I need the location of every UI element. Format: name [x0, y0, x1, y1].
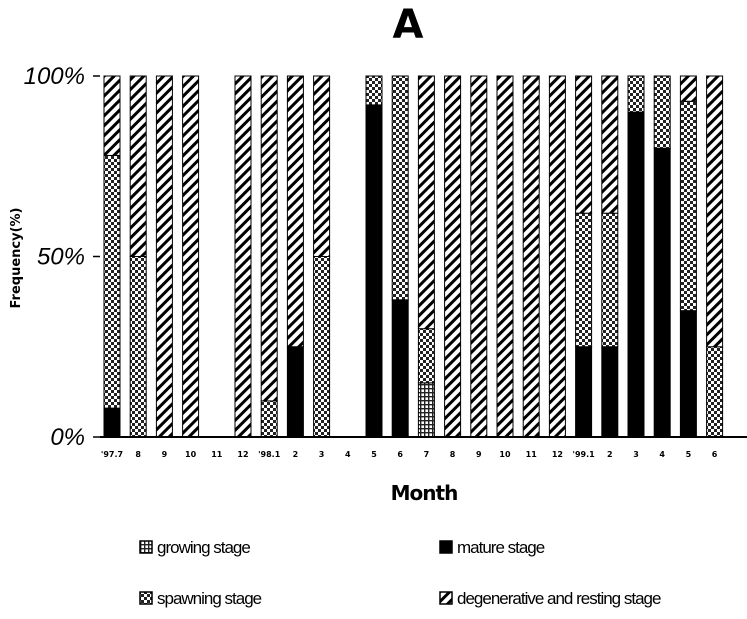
bar-segment-degenerative-and-resting-stage	[496, 75, 514, 438]
x-tick-label: 9	[476, 450, 482, 459]
x-tick-label: 6	[712, 450, 718, 459]
bar-segment-degenerative-and-resting-stage	[601, 75, 619, 214]
bars	[103, 75, 724, 438]
x-tick-labels: '97.7 8 9 10 11 12 '98.1 2 3 4 5 6 7 8 9 10 11 12 '99.1 2 3 4…	[101, 450, 718, 459]
y-ticks: 0% 50% 100%	[24, 63, 100, 451]
x-tick-label: 9	[162, 450, 168, 459]
x-tick-label: 2	[293, 450, 299, 459]
y-tick-label: 0%	[50, 424, 85, 451]
bar-segment-degenerative-and-resting-stage	[548, 75, 566, 438]
bar-segment-degenerative-and-resting-stage	[313, 75, 331, 257]
bar-segment-degenerative-and-resting-stage	[575, 75, 593, 214]
x-tick-label: 6	[397, 450, 403, 459]
bar-segment-spawning-stage	[313, 256, 331, 438]
x-tick-label: '97.7	[101, 450, 123, 459]
bar-segment-degenerative-and-resting-stage	[286, 75, 304, 348]
bar-segment-spawning-stage	[575, 212, 593, 348]
legend-swatch-mature-stage	[439, 540, 453, 554]
bar-segment-degenerative-and-resting-stage	[706, 75, 724, 348]
bar-segment-spawning-stage	[129, 256, 147, 438]
bar-segment-degenerative-and-resting-stage	[444, 75, 462, 438]
bar-segment-mature-stage	[679, 310, 697, 438]
bar-segment-spawning-stage	[391, 75, 409, 301]
bar-segment-growing-stage	[417, 382, 435, 438]
bar-segment-mature-stage	[391, 299, 409, 438]
x-tick-label: 2	[607, 450, 613, 459]
x-axis-label: Month	[391, 481, 458, 505]
legend-label-mature-stage: mature stage	[457, 538, 545, 557]
x-tick-label: '99.1	[573, 450, 596, 459]
legend-label-degenerative-and-resting-stage: degenerative and resting stage	[457, 589, 661, 608]
x-tick-label: 3	[319, 450, 325, 459]
x-tick-label: 5	[371, 450, 377, 459]
bar-segment-mature-stage	[653, 147, 671, 438]
x-tick-label: 10	[185, 450, 197, 459]
bar-segment-mature-stage	[103, 407, 121, 438]
legend-swatch-spawning-stage	[139, 591, 153, 605]
bar-segment-spawning-stage	[679, 100, 697, 312]
bar-segment-mature-stage	[575, 346, 593, 438]
bar-segment-spawning-stage	[103, 154, 121, 409]
bar-segment-degenerative-and-resting-stage	[182, 75, 200, 438]
legend-swatch-degenerative-and-resting-stage	[439, 591, 453, 605]
bar-segment-degenerative-and-resting-stage	[679, 75, 697, 102]
y-axis-label: Frequency(%)	[9, 208, 24, 309]
legend: growing stage mature stage spawning stage d…	[139, 538, 662, 608]
x-tick-label: 7	[424, 450, 430, 459]
legend-label-spawning-stage: spawning stage	[157, 589, 262, 608]
legend-label-growing-stage: growing stage	[157, 538, 250, 557]
bar-segment-spawning-stage	[365, 75, 383, 106]
x-tick-label: 11	[526, 450, 538, 459]
bar-segment-mature-stage	[601, 346, 619, 438]
bar-segment-spawning-stage	[653, 75, 671, 149]
bar-segment-degenerative-and-resting-stage	[522, 75, 540, 438]
y-tick-label: 50%	[37, 244, 85, 271]
x-tick-label: 8	[135, 450, 141, 459]
y-tick-label: 100%	[24, 63, 85, 90]
x-tick-label: '98.1	[258, 450, 281, 459]
legend-swatch-growing-stage	[139, 540, 153, 554]
bar-segment-degenerative-and-resting-stage	[103, 75, 121, 156]
bar-segment-spawning-stage	[627, 75, 645, 113]
bar-segment-spawning-stage	[260, 400, 278, 438]
chart-title: A	[393, 2, 424, 48]
bar-segment-degenerative-and-resting-stage	[470, 75, 488, 438]
bar-segment-spawning-stage	[706, 346, 724, 438]
x-tick-label: 10	[499, 450, 511, 459]
bar-segment-degenerative-and-resting-stage	[417, 75, 435, 330]
bar-segment-spawning-stage	[601, 212, 619, 348]
x-tick-label: 11	[211, 450, 223, 459]
bar-segment-mature-stage	[365, 104, 383, 438]
bar-segment-mature-stage	[286, 346, 304, 438]
x-tick-label: 4	[659, 450, 665, 459]
x-tick-label: 12	[237, 450, 248, 459]
bar-segment-degenerative-and-resting-stage	[129, 75, 147, 257]
bar-segment-degenerative-and-resting-stage	[234, 75, 252, 438]
bar-segment-spawning-stage	[417, 328, 435, 384]
x-tick-label: 5	[686, 450, 692, 459]
x-tick-label: 3	[633, 450, 639, 459]
x-tick-label: 8	[450, 450, 456, 459]
bar-segment-mature-stage	[627, 111, 645, 438]
x-tick-label: 4	[345, 450, 351, 459]
bar-segment-degenerative-and-resting-stage	[260, 75, 278, 402]
bar-segment-degenerative-and-resting-stage	[155, 75, 173, 438]
x-tick-label: 12	[552, 450, 563, 459]
